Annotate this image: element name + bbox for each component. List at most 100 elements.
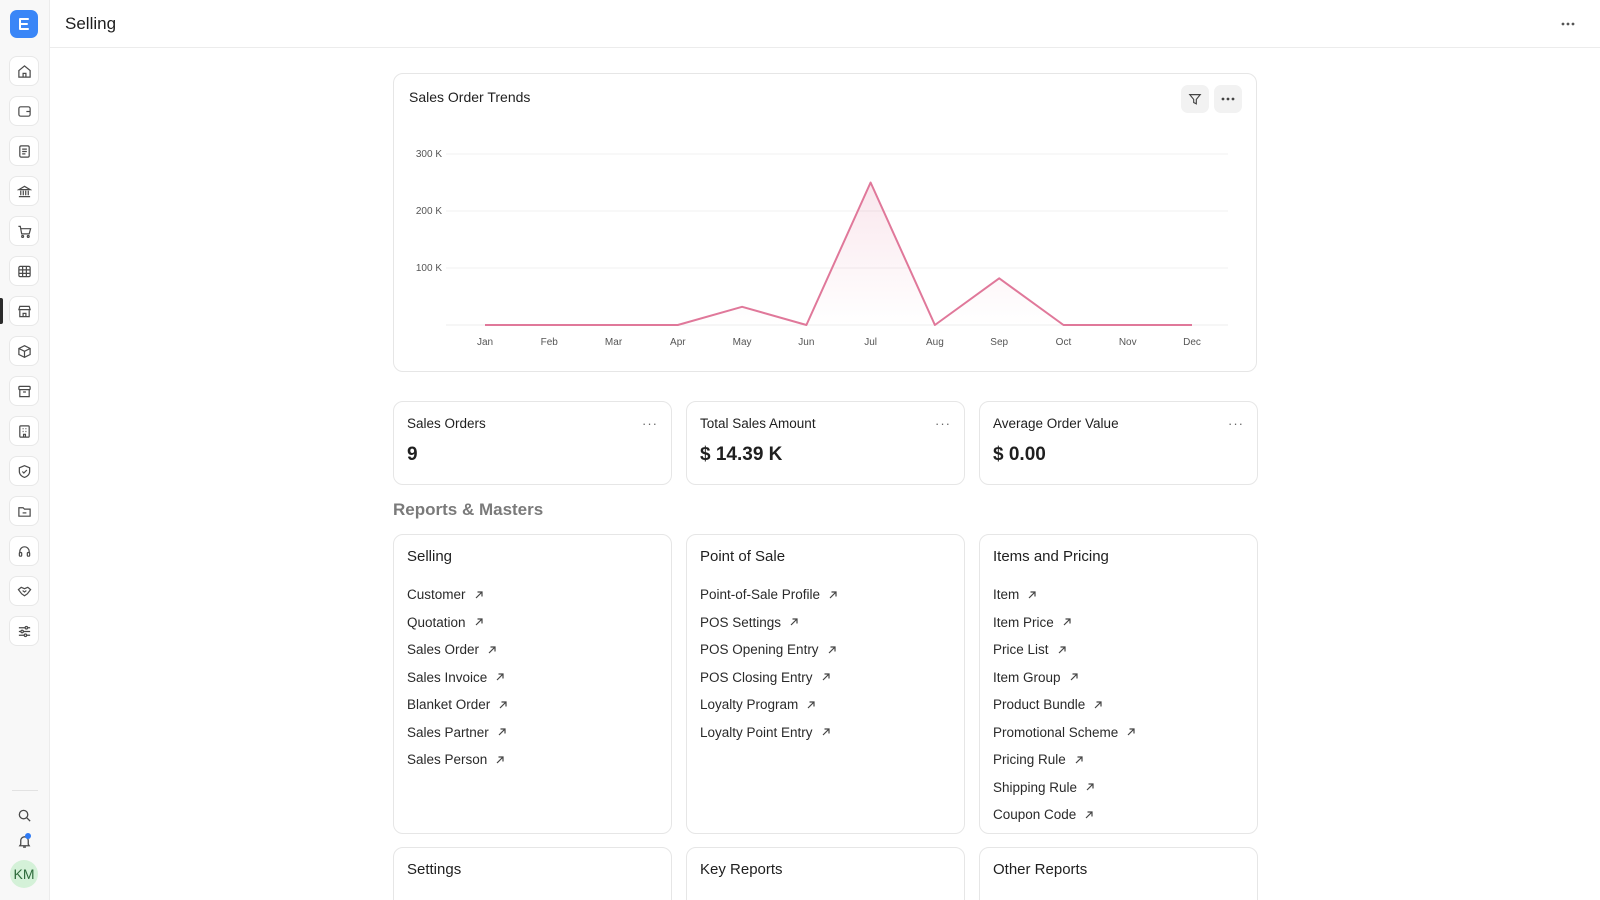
arrow-up-right-icon [828, 590, 838, 600]
stat-card-sales-orders: Sales Orders 9 ··· [393, 401, 672, 485]
link-list: Customer Quotation Sales Order Sales Invoic… [407, 581, 508, 774]
link-label: Customer [407, 587, 466, 603]
home-icon[interactable] [10, 57, 38, 85]
link-item[interactable]: Item Group [993, 664, 1136, 692]
arrow-up-right-icon [498, 700, 508, 710]
link-label: Sales Person [407, 752, 488, 768]
sales-order-trends-card: Sales Order Trends 100 K 200 K 300 K Jan Feb… [393, 73, 1257, 372]
link-item[interactable]: POS Settings [700, 609, 838, 637]
link-label: Promotional Scheme [993, 724, 1119, 740]
handshake-icon[interactable] [10, 577, 38, 605]
building-icon[interactable] [10, 417, 38, 445]
link-label: Sales Partner [407, 724, 489, 740]
arrow-up-right-icon [1027, 590, 1037, 600]
link-item[interactable]: Loyalty Point Entry [700, 719, 838, 747]
group-title: Settings [407, 861, 462, 878]
link-item[interactable]: Point-of-Sale Profile [700, 581, 838, 609]
user-avatar[interactable]: KM [10, 860, 38, 888]
table-icon[interactable] [10, 257, 38, 285]
stat-more-button[interactable]: ··· [642, 416, 658, 431]
link-label: Price List [993, 642, 1049, 658]
x-tick-label: Jun [798, 337, 814, 348]
arrow-up-right-icon [827, 645, 837, 655]
folder-icon[interactable] [10, 497, 38, 525]
more-dots-icon [1221, 97, 1235, 101]
link-item[interactable]: POS Closing Entry [700, 664, 838, 692]
app-logo[interactable] [10, 10, 38, 38]
archive-icon[interactable] [10, 377, 38, 405]
link-item[interactable]: Item [993, 581, 1136, 609]
cart-icon[interactable] [10, 217, 38, 245]
section-title: Reports & Masters [393, 500, 544, 519]
link-list: Item Item Price Price List Item Group Produc… [993, 581, 1136, 829]
arrow-up-right-icon [474, 617, 484, 627]
more-options-icon[interactable] [1558, 14, 1578, 34]
x-tick-label: Jul [864, 337, 877, 348]
link-label: POS Opening Entry [700, 642, 819, 658]
link-label: Item [993, 587, 1020, 603]
group-title: Selling [407, 548, 453, 565]
link-item[interactable]: Sales Invoice [407, 664, 508, 692]
arrow-up-right-icon [789, 617, 799, 627]
group-card-selling: Selling Customer Quotation Sales Order Sale… [393, 534, 672, 834]
link-label: Pricing Rule [993, 752, 1066, 768]
link-item[interactable]: Price List [993, 636, 1136, 664]
headset-icon[interactable] [10, 537, 38, 565]
link-label: Loyalty Program [700, 697, 799, 713]
link-item[interactable]: POS Opening Entry [700, 636, 838, 664]
stat-card-average-order-value: Average Order Value $ 0.00 ··· [979, 401, 1258, 485]
search-icon[interactable] [14, 805, 34, 825]
link-label: Item Price [993, 614, 1054, 630]
link-item[interactable]: Sales Partner [407, 719, 508, 747]
x-tick-label: Jan [477, 337, 493, 348]
stat-more-button[interactable]: ··· [1228, 416, 1244, 431]
notification-bell-icon[interactable] [14, 831, 34, 851]
group-card-settings: Settings [393, 847, 672, 900]
link-item[interactable]: Pricing Rule [993, 746, 1136, 774]
sidebar: KM [0, 0, 50, 900]
group-title: Key Reports [700, 861, 783, 878]
store-icon[interactable] [10, 297, 38, 325]
group-card-other-reports: Other Reports [979, 847, 1258, 900]
chart-menu-button[interactable] [1214, 85, 1242, 113]
arrow-up-right-icon [1085, 782, 1095, 792]
arrow-up-right-icon [1069, 672, 1079, 682]
bank-icon[interactable] [10, 177, 38, 205]
arrow-up-right-icon [1093, 700, 1103, 710]
x-tick-label: Aug [926, 337, 944, 348]
stat-value: 9 [407, 444, 418, 465]
stat-label: Average Order Value [993, 416, 1119, 431]
group-title: Point of Sale [700, 548, 786, 565]
link-item[interactable]: Sales Person [407, 746, 508, 774]
stat-label: Total Sales Amount [700, 416, 816, 431]
y-tick-label: 200 K [416, 206, 442, 217]
sliders-icon[interactable] [10, 617, 38, 645]
link-item[interactable]: Product Bundle [993, 691, 1136, 719]
x-tick-label: May [733, 337, 752, 348]
arrow-up-right-icon [1057, 645, 1067, 655]
link-label: Quotation [407, 614, 466, 630]
link-item[interactable]: Quotation [407, 609, 508, 637]
document-icon[interactable] [10, 137, 38, 165]
link-label: Item Group [993, 669, 1061, 685]
shield-icon[interactable] [10, 457, 38, 485]
link-item[interactable]: Sales Order [407, 636, 508, 664]
link-item[interactable]: Customer [407, 581, 508, 609]
link-item[interactable]: Coupon Code [993, 801, 1136, 829]
link-item[interactable]: Blanket Order [407, 691, 508, 719]
arrow-up-right-icon [495, 672, 505, 682]
link-label: POS Settings [700, 614, 782, 630]
arrow-up-right-icon [821, 727, 831, 737]
wallet-icon[interactable] [10, 97, 38, 125]
link-item[interactable]: Loyalty Program [700, 691, 838, 719]
link-label: Blanket Order [407, 697, 491, 713]
group-card-items-and-pricing: Items and Pricing Item Item Price Price Li… [979, 534, 1258, 834]
filter-button[interactable] [1181, 85, 1209, 113]
stat-card-total-sales-amount: Total Sales Amount $ 14.39 K ··· [686, 401, 965, 485]
package-icon[interactable] [10, 337, 38, 365]
link-item[interactable]: Item Price [993, 609, 1136, 637]
stat-more-button[interactable]: ··· [935, 416, 951, 431]
link-item[interactable]: Promotional Scheme [993, 719, 1136, 747]
group-title: Other Reports [993, 861, 1088, 878]
link-item[interactable]: Shipping Rule [993, 774, 1136, 802]
